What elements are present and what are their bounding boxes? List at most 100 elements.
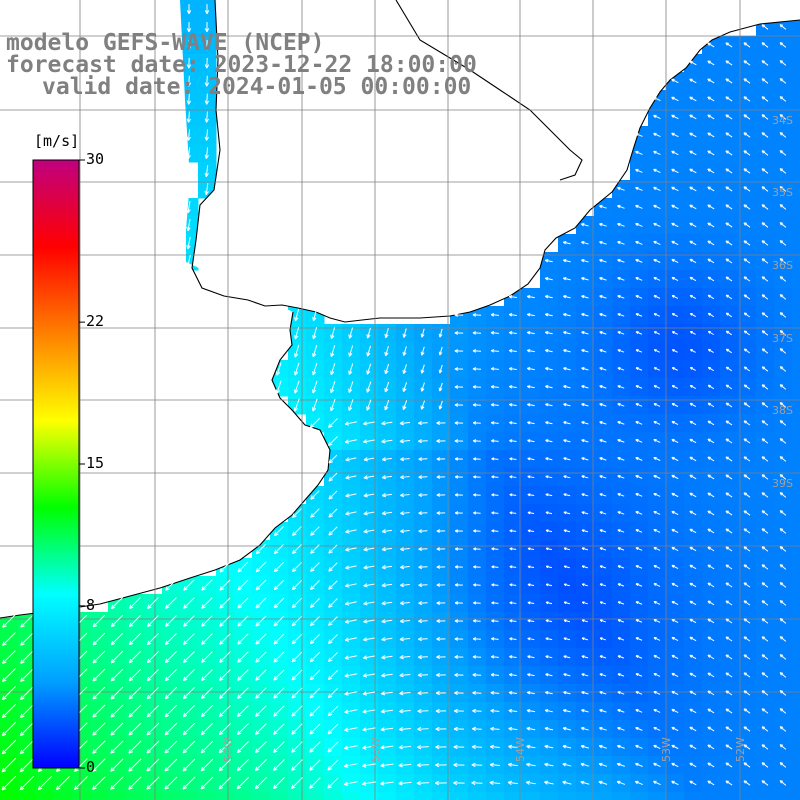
wind-arrow — [418, 583, 428, 588]
wind-arrow — [599, 403, 607, 407]
wind-arrow — [761, 150, 769, 156]
wind-arrow — [328, 508, 338, 518]
wind-arrow — [329, 398, 336, 412]
wind-arrow — [599, 439, 607, 443]
wind-arrow — [509, 529, 517, 533]
wind-arrow — [707, 330, 714, 336]
wind-arrow — [779, 186, 787, 192]
wind-arrow — [472, 421, 481, 425]
wind-arrow — [328, 436, 338, 446]
field-cell — [792, 504, 800, 523]
wind-arrow — [293, 398, 300, 412]
wind-arrow — [743, 150, 751, 156]
wind-arrow — [707, 60, 715, 66]
wind-arrow — [292, 508, 302, 518]
wind-arrow — [328, 490, 338, 500]
wind-arrow — [635, 493, 643, 497]
wind-arrow — [581, 421, 589, 425]
wind-arrow — [671, 240, 679, 246]
wind-arrow — [255, 561, 267, 573]
wind-arrow — [438, 400, 443, 410]
wind-arrow — [653, 295, 661, 299]
wind-arrow — [345, 565, 357, 570]
wind-arrow — [473, 493, 481, 497]
valid-date: valid date: 2024-01-05 00:00:00 — [42, 74, 472, 100]
wind-arrow — [544, 295, 553, 299]
wind-arrow — [635, 583, 643, 587]
wind-arrow — [653, 438, 661, 443]
field-cell — [792, 144, 800, 163]
wind-arrow — [293, 362, 300, 376]
wind-arrow — [563, 565, 570, 569]
wind-arrow — [312, 326, 318, 340]
wind-arrow — [473, 529, 481, 533]
wind-arrow — [779, 546, 787, 552]
wind-arrow — [491, 421, 499, 425]
wind-arrow — [527, 439, 535, 443]
field-cell — [306, 792, 325, 800]
wind-arrow — [563, 529, 571, 533]
wind-arrow — [671, 150, 679, 156]
wind-arrow — [635, 438, 643, 443]
wind-arrow — [779, 204, 787, 210]
wind-arrow — [653, 331, 660, 335]
wind-arrow — [345, 583, 357, 588]
wind-arrow — [617, 367, 625, 371]
wind-arrow — [509, 475, 517, 479]
wind-arrow — [454, 565, 463, 569]
wind-arrow — [363, 421, 375, 426]
field-cell — [198, 792, 217, 800]
wind-arrow — [725, 276, 733, 282]
wind-arrow — [599, 204, 607, 209]
wind-arrow — [581, 511, 589, 515]
wind-arrow — [581, 349, 589, 353]
wind-arrow — [671, 510, 679, 516]
field-cell — [792, 792, 800, 800]
wind-arrow — [363, 493, 375, 498]
wind-arrow — [563, 349, 571, 353]
wind-arrow — [599, 276, 607, 281]
field-cell — [792, 216, 800, 235]
wind-arrow — [617, 565, 625, 569]
field-cell — [360, 792, 379, 800]
wind-arrow — [581, 565, 589, 569]
wind-arrow — [473, 547, 481, 551]
wind-arrow — [707, 222, 715, 228]
wind-arrow — [689, 114, 697, 120]
wind-arrow — [204, 129, 209, 141]
wind-arrow — [779, 132, 787, 138]
wind-arrow — [366, 345, 372, 357]
wind-arrow — [454, 349, 464, 353]
wind-arrow — [544, 258, 553, 263]
field-cell — [648, 792, 667, 800]
wind-arrow — [581, 583, 588, 587]
field-cell — [792, 90, 800, 109]
wind-arrow — [183, 579, 195, 591]
wind-arrow — [743, 474, 751, 480]
wind-arrow — [761, 348, 769, 354]
wind-arrow — [438, 346, 443, 356]
wind-arrow — [689, 78, 697, 84]
wind-arrow — [255, 579, 267, 591]
wind-arrow — [384, 328, 389, 339]
wind-arrow — [671, 331, 678, 335]
wind-arrow — [689, 150, 697, 156]
wind-arrow — [219, 579, 231, 591]
wind-arrow — [743, 240, 751, 246]
wind-arrow — [381, 457, 392, 462]
longitude-label: 54W — [514, 737, 527, 762]
wind-arrow — [707, 132, 715, 138]
wind-arrow — [725, 78, 733, 84]
wind-arrow — [671, 528, 679, 534]
colorbar-tick-label: 8 — [86, 595, 96, 614]
field-cell — [288, 792, 307, 800]
wind-arrow — [761, 42, 769, 48]
wind-arrow — [509, 583, 517, 587]
wind-arrow — [454, 331, 464, 335]
field-cell — [792, 252, 800, 271]
wind-arrow — [779, 150, 787, 156]
wind-arrow — [309, 418, 320, 429]
wind-arrow — [545, 349, 553, 353]
wind-arrow — [509, 493, 517, 497]
wind-arrow — [689, 546, 697, 552]
